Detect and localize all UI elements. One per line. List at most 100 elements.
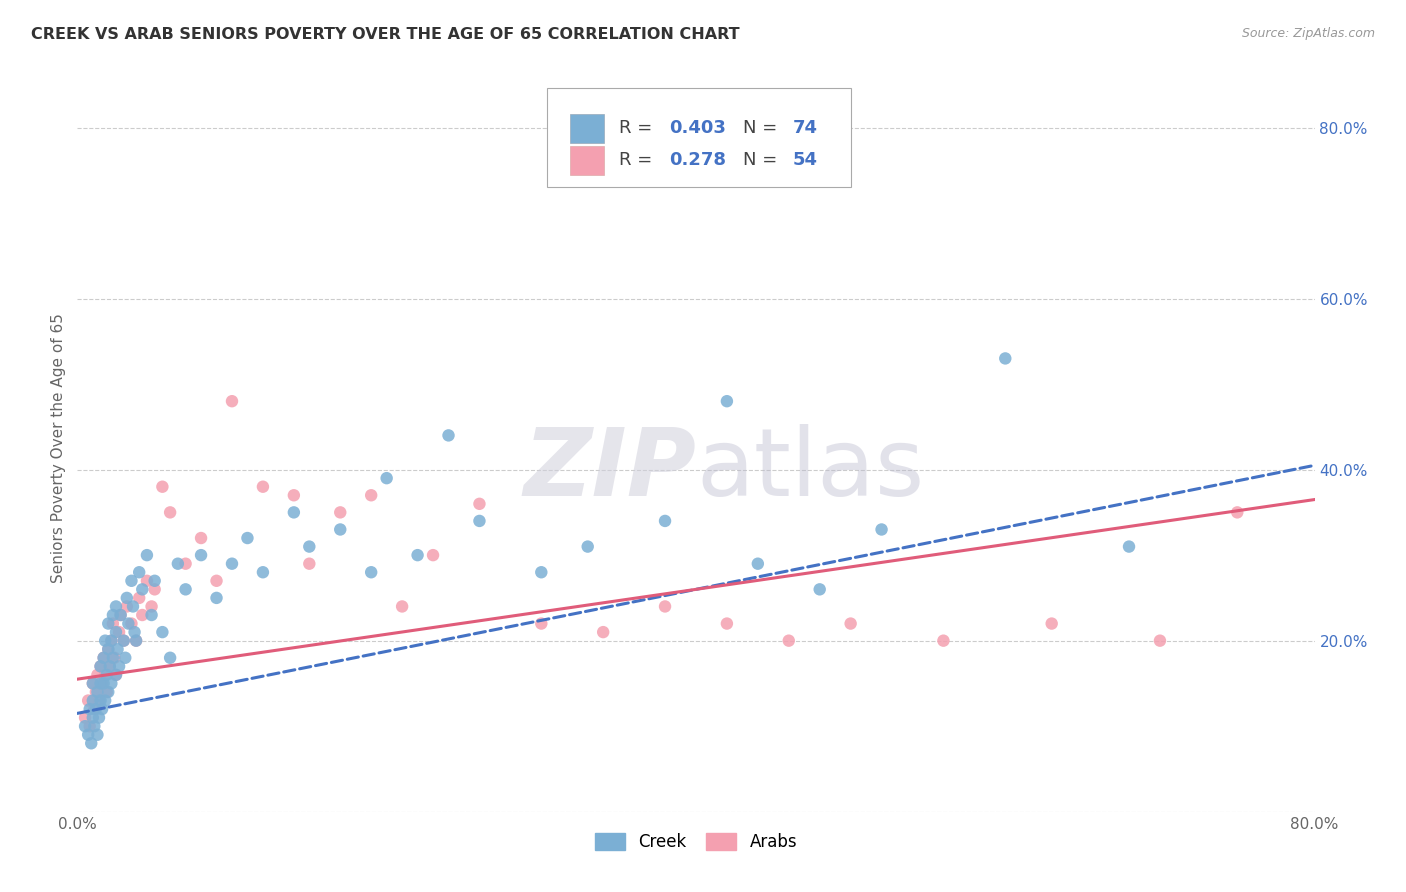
Point [105,599,127,614]
Point [1226,505,1249,519]
Point [121,574,143,588]
Point [125,633,148,648]
Point [82,693,104,707]
Text: 54: 54 [793,151,817,169]
Point [91,702,114,716]
Point [97,685,120,699]
Point [141,607,163,622]
Point [93,650,115,665]
Point [121,616,143,631]
Point [125,633,148,648]
Point [96,668,118,682]
Point [103,650,125,665]
Point [100,633,122,648]
Text: N =: N = [742,120,783,137]
Point [98,659,121,673]
Point [75,719,96,733]
Point [530,566,553,580]
Point [86,685,108,699]
Point [105,668,127,682]
Point [105,668,127,682]
Point [329,505,352,519]
Y-axis label: Seniors Poverty Over the Age of 65: Seniors Poverty Over the Age of 65 [51,313,66,583]
FancyBboxPatch shape [547,88,851,186]
Point [91,676,114,690]
Point [110,607,132,622]
Point [360,566,382,580]
Point [77,693,100,707]
Point [108,659,131,673]
Point [167,557,190,571]
Point [82,676,104,690]
Point [108,625,131,640]
Point [654,514,676,528]
Point [115,591,138,605]
Point [97,642,120,657]
Point [994,351,1017,366]
Point [654,599,676,614]
Point [101,650,124,665]
Point [93,676,115,690]
Point [298,540,321,554]
Point [159,650,181,665]
Point [131,582,153,597]
Point [107,642,129,657]
Point [79,702,101,716]
Text: 0.403: 0.403 [669,120,725,137]
Point [932,633,955,648]
Point [747,557,769,571]
Point [101,607,124,622]
Point [131,607,153,622]
Point [716,616,738,631]
Point [1149,633,1171,648]
Point [100,633,122,648]
Point [839,616,862,631]
FancyBboxPatch shape [569,114,605,143]
Text: R =: R = [619,120,658,137]
Point [84,685,107,699]
Point [205,591,228,605]
Point [117,616,139,631]
Text: ZIP: ZIP [523,424,696,516]
Point [143,582,166,597]
Point [112,633,135,648]
Point [112,633,135,648]
Point [83,702,105,716]
Point [159,505,181,519]
Point [124,625,146,640]
Point [391,599,413,614]
Point [1040,616,1063,631]
Point [122,599,145,614]
Point [136,574,159,588]
Point [86,668,108,682]
FancyBboxPatch shape [569,145,605,175]
Point [75,711,96,725]
Point [128,566,150,580]
Point [576,540,599,554]
Point [174,582,197,597]
Legend: Creek, Arabs: Creek, Arabs [588,826,804,858]
Point [205,574,228,588]
Point [115,599,138,614]
Point [90,659,111,673]
Point [94,693,117,707]
Point [329,523,352,537]
Point [174,557,197,571]
Point [136,548,159,562]
Point [360,488,382,502]
Point [236,531,259,545]
Point [96,685,118,699]
Point [87,711,110,725]
Point [530,616,553,631]
Point [808,582,831,597]
Point [252,566,274,580]
Point [190,548,212,562]
Point [94,668,117,682]
Point [114,650,136,665]
Point [406,548,429,562]
Point [110,607,132,622]
Point [79,719,101,733]
Point [152,480,174,494]
Point [80,736,103,750]
Point [94,633,117,648]
